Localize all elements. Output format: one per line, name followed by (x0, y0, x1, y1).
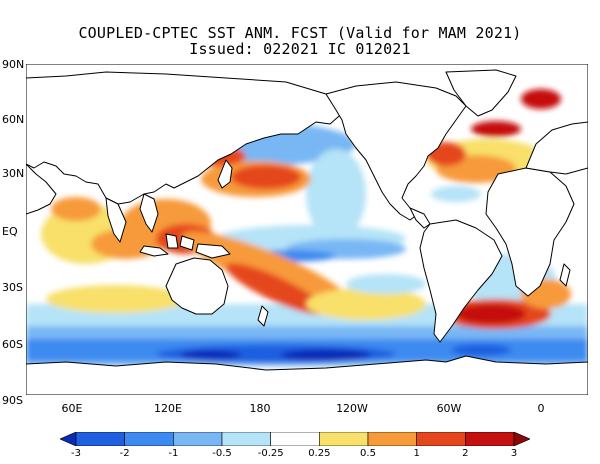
lon-label-180: 180 (249, 402, 271, 415)
colorbar-label: 2 (462, 448, 469, 459)
colorbar (60, 432, 530, 446)
lon-label-60e: 60E (61, 402, 83, 415)
sst-anomaly-map (26, 64, 588, 395)
lon-label-120e: 120E (154, 402, 182, 415)
colorbar-label: -0.25 (257, 448, 284, 459)
lat-label-60s: 60S (2, 338, 23, 351)
lat-label-90n: 90N (2, 58, 25, 71)
colorbar-segment (367, 432, 417, 446)
lat-label-60n: 60N (2, 113, 25, 126)
colorbar-label: 0.25 (308, 448, 331, 459)
lon-label-60w: 60W (436, 402, 462, 415)
colorbar-label: -0.5 (212, 448, 232, 459)
lat-label-eq: EQ (2, 225, 18, 238)
colorbar-label: 0.5 (360, 448, 376, 459)
colorbar-label: -2 (119, 448, 130, 459)
lat-label-90s: 90S (2, 394, 23, 407)
colorbar-label: -1 (168, 448, 179, 459)
colorbar-high-triangle (513, 432, 530, 446)
lon-label-0: 0 (537, 402, 545, 415)
colorbar-low-triangle (60, 432, 77, 446)
colorbar-segment (270, 432, 320, 446)
map-title: COUPLED-CPTEC SST ANM. FCST (Valid for M… (78, 24, 522, 42)
colorbar-segment (319, 432, 369, 446)
colorbar-segment (124, 432, 174, 446)
colorbar-label: 1 (413, 448, 420, 459)
lon-label-120w: 120W (336, 402, 368, 415)
colorbar-label: -3 (71, 448, 81, 459)
colorbar-label: 3 (510, 448, 518, 459)
colorbar-segment (465, 432, 515, 446)
lat-label-30s: 30S (2, 281, 23, 294)
colorbar-segment (416, 432, 466, 446)
continents (26, 69, 588, 395)
lat-label-30n: 30N (2, 167, 25, 180)
colorbar-segment (221, 432, 271, 446)
colorbar-segment (173, 432, 223, 446)
colorbar-segment (75, 432, 125, 446)
issued-subtitle: Issued: 022021 IC 012021 (189, 40, 411, 58)
